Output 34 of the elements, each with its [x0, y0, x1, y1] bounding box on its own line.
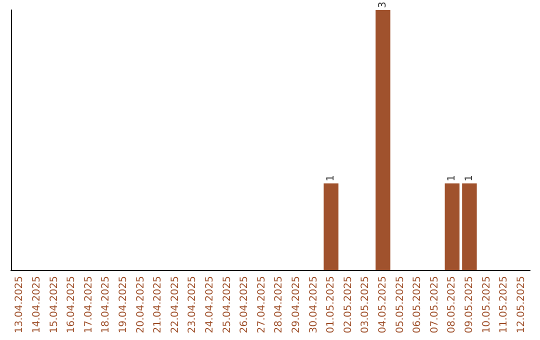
data-label: 1: [446, 174, 458, 182]
x-tick-label: 01.05.2025: [326, 276, 337, 334]
x-tick-label: 24.04.2025: [204, 276, 216, 334]
x-tick-label: 08.05.2025: [446, 276, 458, 334]
x-tick-label: 13.04.2025: [14, 276, 26, 334]
x-tick-label: 02.05.2025: [342, 276, 354, 334]
x-tick-label: 10.05.2025: [481, 276, 492, 334]
x-tick-label: 11.05.2025: [498, 276, 510, 334]
x-tick-label: 23.04.2025: [187, 276, 198, 334]
x-tick-label: 30.04.2025: [308, 276, 320, 334]
x-tick-label: 26.04.2025: [239, 276, 250, 334]
x-tick-label: 21.04.2025: [152, 276, 164, 334]
x-tick-label: 22.04.2025: [170, 276, 181, 334]
x-tick-label: 04.05.2025: [377, 276, 388, 334]
x-tick-label: 05.05.2025: [394, 276, 406, 334]
data-label: 3: [377, 2, 388, 8]
x-tick-label: 28.04.2025: [274, 276, 285, 334]
data-label: 1: [326, 174, 337, 182]
x-tick-label: 18.04.2025: [100, 276, 112, 334]
x-tick-label: 07.05.2025: [429, 276, 440, 334]
x-tick-label: 12.05.2025: [516, 276, 527, 334]
x-tick-label: 15.04.2025: [48, 276, 60, 334]
data-label: 1: [464, 174, 475, 182]
x-tick-label: 29.04.2025: [290, 276, 302, 334]
x-tick-label: 06.05.2025: [412, 276, 424, 334]
x-tick-label: 27.04.2025: [256, 276, 268, 334]
x-tick-label: 20.04.2025: [135, 276, 146, 334]
x-tick-label: 09.05.2025: [464, 276, 475, 334]
x-tick-label: 17.04.2025: [83, 276, 94, 334]
x-tick-label: 25.04.2025: [222, 276, 233, 334]
x-tick-label: 03.05.2025: [360, 276, 372, 334]
x-tick-label: 19.04.2025: [118, 276, 129, 334]
x-tick-label: 16.04.2025: [66, 276, 78, 334]
x-tick-label: 14.04.2025: [31, 276, 42, 334]
